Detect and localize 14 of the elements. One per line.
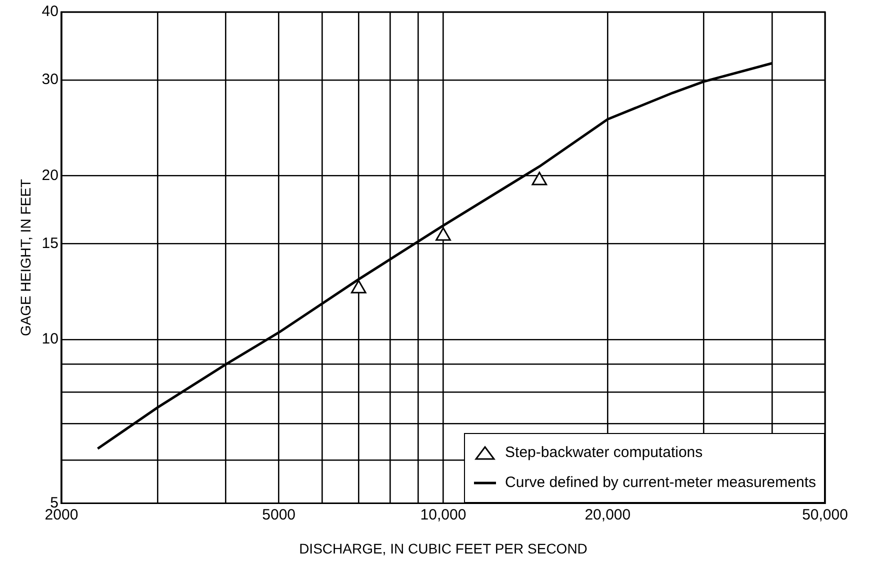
- y-tick-label: 30: [42, 71, 58, 88]
- legend-label: Curve defined by current-meter measurements: [505, 474, 816, 492]
- y-tick-label: 10: [42, 330, 58, 348]
- x-tick-label: 5000: [262, 506, 296, 524]
- y-tick-label: 15: [42, 234, 58, 252]
- x-tick-label: 2000: [44, 506, 78, 524]
- x-axis-title: DISCHARGE, IN CUBIC FEET PER SECOND: [299, 540, 588, 556]
- x-tick-label: 10,000: [420, 506, 466, 524]
- legend-label: Step-backwater computations: [505, 444, 703, 462]
- y-tick-label: 20: [42, 166, 58, 184]
- y-tick-label: 40: [42, 3, 58, 20]
- x-tick-label: 50,000: [802, 506, 848, 524]
- y-axis-title: GAGE HEIGHT, IN FEET: [17, 178, 34, 336]
- x-tick-label: 20,000: [584, 506, 631, 524]
